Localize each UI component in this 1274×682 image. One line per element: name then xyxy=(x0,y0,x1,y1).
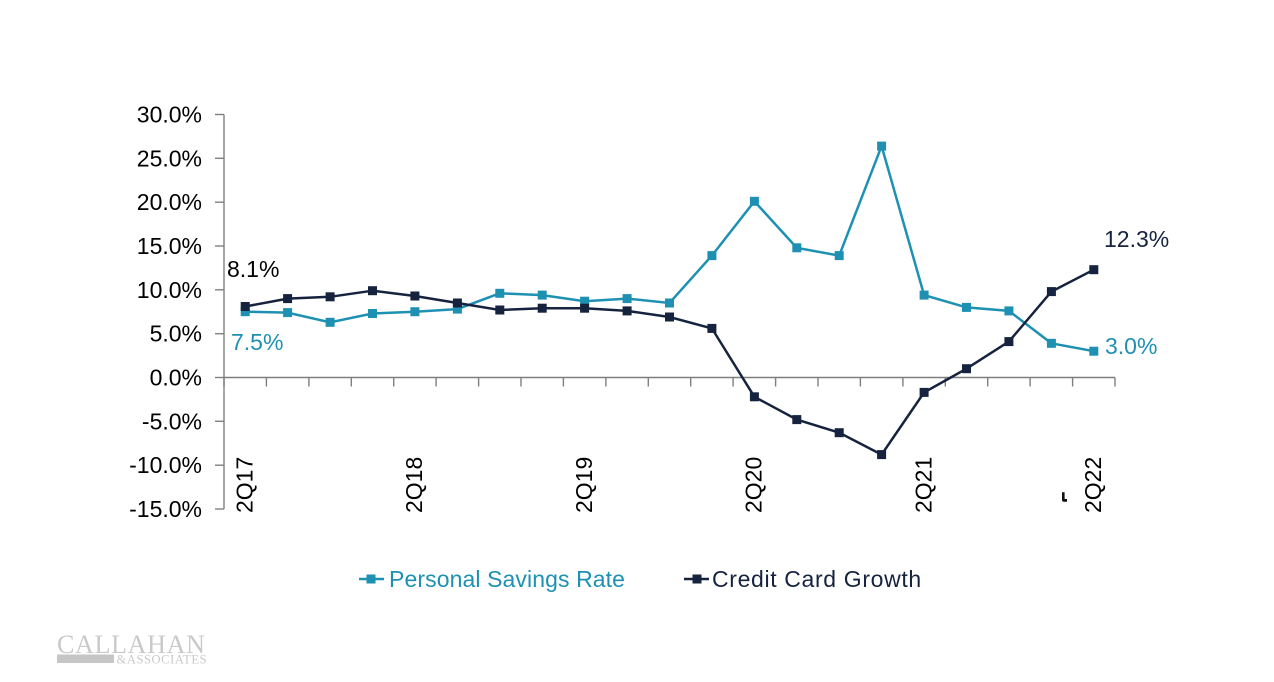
svg-text:2Q20: 2Q20 xyxy=(741,457,767,513)
svg-text:25.0%: 25.0% xyxy=(137,145,202,171)
svg-text:-15.0%: -15.0% xyxy=(129,496,202,522)
svg-text:2Q17: 2Q17 xyxy=(231,457,257,513)
svg-text:8.1%: 8.1% xyxy=(227,256,279,282)
svg-text:12.3%: 12.3% xyxy=(1104,226,1169,252)
svg-text:0.0%: 0.0% xyxy=(150,365,202,391)
svg-text:&ASSOCIATES: &ASSOCIATES xyxy=(117,653,208,667)
svg-text:15.0%: 15.0% xyxy=(137,233,202,259)
svg-text:30.0%: 30.0% xyxy=(137,102,202,128)
svg-text:10.0%: 10.0% xyxy=(137,277,202,303)
svg-text:Personal Savings Rate: Personal Savings Rate xyxy=(389,566,625,592)
svg-text:2Q18: 2Q18 xyxy=(401,457,427,513)
svg-text:7.5%: 7.5% xyxy=(231,329,283,355)
svg-text:2Q22: 2Q22 xyxy=(1080,457,1106,513)
svg-text:2Q21: 2Q21 xyxy=(910,457,936,513)
svg-text:5.0%: 5.0% xyxy=(150,321,202,347)
svg-text:Credit Card Growth: Credit Card Growth xyxy=(712,566,922,592)
svg-text:-10.0%: -10.0% xyxy=(129,452,202,478)
svg-text:3.0%: 3.0% xyxy=(1105,333,1157,359)
svg-text:20.0%: 20.0% xyxy=(137,189,202,215)
svg-text:-5.0%: -5.0% xyxy=(142,408,202,434)
svg-text:CALLAHAN: CALLAHAN xyxy=(57,630,206,659)
svg-text:2Q19: 2Q19 xyxy=(571,457,597,513)
